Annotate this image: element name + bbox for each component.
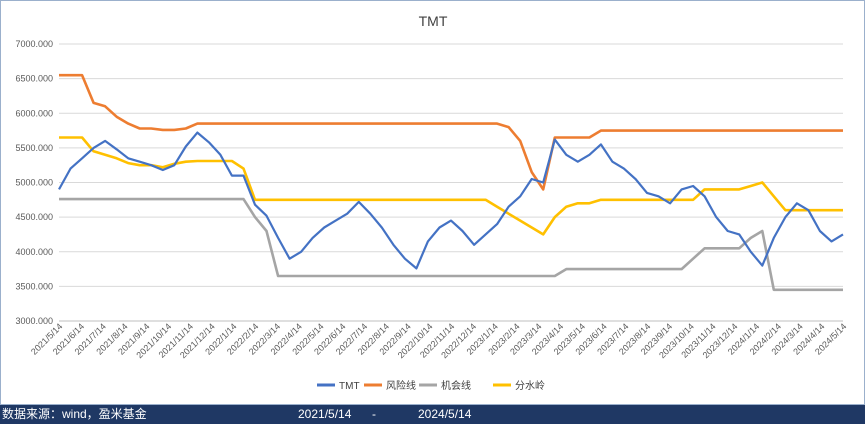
legend-label: 分水岭 xyxy=(515,379,545,392)
series-line xyxy=(59,197,843,292)
legend: TMT 风险线 机会线 分水岭 xyxy=(317,379,545,392)
legend-label: 风险线 xyxy=(386,379,416,392)
grid-lines xyxy=(59,43,843,322)
footer-bar: 数据来源：wind，盈米基金 2021/5/14 - 2024/5/14 xyxy=(0,405,865,424)
y-tick-label: 6000.000 xyxy=(15,108,53,118)
chart-svg: 3000.000 3500.000 4000.000 4500.000 5000.000… xyxy=(15,13,848,392)
y-tick-label: 3000.000 xyxy=(15,316,53,326)
y-tick-label: 4000.000 xyxy=(15,247,53,257)
y-tick-label: 6500.000 xyxy=(15,74,53,84)
y-tick-label: 5000.000 xyxy=(15,178,53,188)
y-tick-label: 4500.000 xyxy=(15,212,53,222)
chart-title: TMT xyxy=(419,13,448,29)
series-line xyxy=(59,136,843,236)
y-tick-label: 3500.000 xyxy=(15,281,53,291)
legend-label: TMT xyxy=(339,381,360,392)
y-axis-ticks: 3000.000 3500.000 4000.000 4500.000 5000.000… xyxy=(15,39,53,326)
series-line xyxy=(58,131,844,270)
series-lines xyxy=(58,73,844,292)
source-note: 数据来源：wind，盈米基金 xyxy=(2,407,147,421)
series-line xyxy=(59,73,843,191)
y-tick-label: 7000.000 xyxy=(15,39,53,49)
y-tick-label: 5500.000 xyxy=(15,143,53,153)
date-range-end: 2024/5/14 xyxy=(418,407,472,421)
x-axis-ticks: 2021/5/142021/6/142021/7/142021/8/142021… xyxy=(29,321,848,360)
date-range-start: 2021/5/14 xyxy=(298,407,352,421)
plot-area: 3000.000 3500.000 4000.000 4500.000 5000.000… xyxy=(0,0,865,405)
date-range-dash: - xyxy=(372,407,376,421)
legend-label: 机会线 xyxy=(441,379,471,392)
